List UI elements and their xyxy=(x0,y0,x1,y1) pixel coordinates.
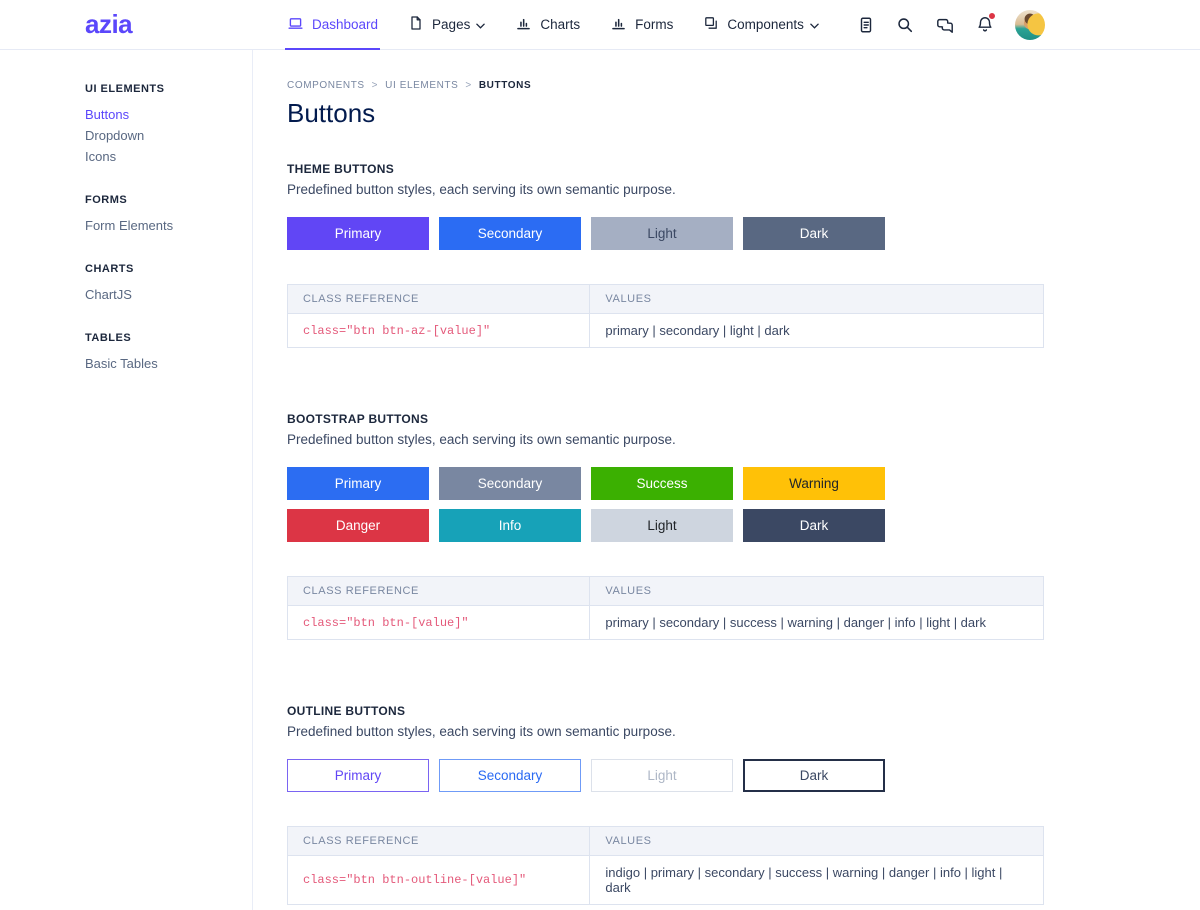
theme-primary-button[interactable]: Primary xyxy=(287,217,429,250)
bootstrap-primary-button[interactable]: Primary xyxy=(287,467,429,500)
sidebar-heading-tables: TABLES xyxy=(85,332,132,344)
theme-class-reference-table: CLASS REFERENCE VALUES class="btn btn-az… xyxy=(286,284,1044,348)
nav-item-forms[interactable]: Forms xyxy=(610,0,673,49)
sidebar-heading-forms: FORMS xyxy=(85,194,128,206)
sidebar-item-icons[interactable]: Icons xyxy=(85,149,117,164)
outline-class-reference-table: CLASS REFERENCE VALUES class="btn btn-ou… xyxy=(286,826,1044,905)
theme-button-row: Primary Secondary Light Dark xyxy=(287,217,888,250)
table-header-values: VALUES xyxy=(589,576,1044,606)
table-header-class-reference: CLASS REFERENCE xyxy=(286,826,591,856)
bootstrap-secondary-button[interactable]: Secondary xyxy=(439,467,581,500)
bootstrap-class-reference-table: CLASS REFERENCE VALUES class="btn btn-[v… xyxy=(286,576,1044,640)
bootstrap-dark-button[interactable]: Dark xyxy=(743,509,885,542)
nav-item-label: Forms xyxy=(635,17,674,32)
breadcrumb-ui-elements[interactable]: UI ELEMENTS xyxy=(385,80,459,91)
breadcrumb: COMPONENTS > UI ELEMENTS > BUTTONS xyxy=(287,80,1044,91)
chevron-down-icon xyxy=(476,17,486,32)
dashboard-icon xyxy=(287,15,304,35)
bootstrap-info-button[interactable]: Info xyxy=(439,509,581,542)
navbar-actions xyxy=(857,0,1045,49)
sidebar-item-chartjs[interactable]: ChartJS xyxy=(85,287,132,302)
sidebar-item-dropdown[interactable]: Dropdown xyxy=(85,128,145,143)
breadcrumb-components[interactable]: COMPONENTS xyxy=(287,80,365,91)
bootstrap-warning-button[interactable]: Warning xyxy=(743,467,885,500)
values-cell: primary | secondary | success | warning … xyxy=(589,605,1044,640)
brand-logo[interactable]: azia xyxy=(85,9,133,39)
notification-badge xyxy=(988,12,996,20)
components-icon xyxy=(703,15,719,34)
table-header-values: VALUES xyxy=(589,826,1044,856)
table-header-class-reference: CLASS REFERENCE xyxy=(286,576,591,606)
table-header-values: VALUES xyxy=(589,284,1044,314)
outline-light-button[interactable]: Light xyxy=(591,759,733,792)
breadcrumb-separator: > xyxy=(465,80,472,91)
outline-secondary-button[interactable]: Secondary xyxy=(439,759,581,792)
section-heading: OUTLINE BUTTONS xyxy=(287,704,406,718)
bootstrap-danger-button[interactable]: Danger xyxy=(287,509,429,542)
content-area: COMPONENTS > UI ELEMENTS > BUTTONS Butto… xyxy=(253,50,1200,910)
nav-item-label: Components xyxy=(727,17,804,32)
section-description: Predefined button styles, each serving i… xyxy=(287,182,676,197)
sidebar: UI ELEMENTS Buttons Dropdown Icons FORMS… xyxy=(0,50,253,910)
sidebar-heading-ui-elements: UI ELEMENTS xyxy=(85,83,165,95)
sidebar-heading-charts: CHARTS xyxy=(85,263,134,275)
outline-button-row: Primary Secondary Light Dark xyxy=(287,759,888,792)
sidebar-item-form-elements[interactable]: Form Elements xyxy=(85,218,174,233)
main-nav: Dashboard Pages Charts Forms xyxy=(284,0,819,50)
section-description: Predefined button styles, each serving i… xyxy=(287,724,676,739)
breadcrumb-buttons: BUTTONS xyxy=(478,80,532,91)
section-description: Predefined button styles, each serving i… xyxy=(287,432,676,447)
sidebar-item-buttons[interactable]: Buttons xyxy=(85,107,130,122)
table-row: class="btn btn-az-[value]" primary | sec… xyxy=(286,313,1044,348)
theme-light-button[interactable]: Light xyxy=(591,217,733,250)
values-cell: indigo | primary | secondary | success |… xyxy=(589,855,1044,905)
class-reference-code: class="btn btn-outline-[value]" xyxy=(286,855,591,905)
bootstrap-success-button[interactable]: Success xyxy=(591,467,733,500)
charts-icon xyxy=(515,15,532,35)
nav-item-label: Pages xyxy=(432,17,471,32)
section-bootstrap-buttons: BOOTSTRAP BUTTONS Predefined button styl… xyxy=(286,412,1044,640)
sidebar-item-basic-tables[interactable]: Basic Tables xyxy=(85,356,158,371)
chevron-down-icon xyxy=(810,17,819,32)
nav-item-charts[interactable]: Charts xyxy=(515,0,580,49)
section-heading: BOOTSTRAP BUTTONS xyxy=(287,412,429,426)
table-header-class-reference: CLASS REFERENCE xyxy=(286,284,591,314)
file-icon[interactable] xyxy=(857,16,875,34)
nav-item-label: Charts xyxy=(540,17,581,32)
forms-icon xyxy=(610,15,627,35)
table-row: class="btn btn-[value]" primary | second… xyxy=(286,605,1044,640)
section-heading: THEME BUTTONS xyxy=(287,162,395,176)
theme-secondary-button[interactable]: Secondary xyxy=(439,217,581,250)
search-icon[interactable] xyxy=(896,16,914,34)
avatar[interactable] xyxy=(1015,9,1045,40)
messages-icon[interactable] xyxy=(935,16,955,34)
values-cell: primary | secondary | light | dark xyxy=(589,313,1044,348)
page-title: Buttons xyxy=(287,98,376,128)
table-row: class="btn btn-outline-[value]" indigo |… xyxy=(286,855,1044,905)
class-reference-code: class="btn btn-az-[value]" xyxy=(286,313,591,348)
top-navbar: azia Dashboard Pages Charts xyxy=(0,0,1200,50)
nav-item-pages[interactable]: Pages xyxy=(408,0,486,49)
bootstrap-light-button[interactable]: Light xyxy=(591,509,733,542)
outline-primary-button[interactable]: Primary xyxy=(287,759,429,792)
nav-item-label: Dashboard xyxy=(312,17,379,32)
theme-dark-button[interactable]: Dark xyxy=(743,217,885,250)
outline-dark-button[interactable]: Dark xyxy=(743,759,885,792)
nav-item-dashboard[interactable]: Dashboard xyxy=(284,0,381,50)
notifications-icon[interactable] xyxy=(976,12,996,34)
bootstrap-button-row: Primary Secondary Success Warning Danger… xyxy=(287,467,888,542)
pages-icon xyxy=(408,15,424,34)
section-theme-buttons: THEME BUTTONS Predefined button styles, … xyxy=(286,162,1044,348)
nav-item-components[interactable]: Components xyxy=(703,0,819,49)
breadcrumb-separator: > xyxy=(371,80,379,91)
class-reference-code: class="btn btn-[value]" xyxy=(286,605,591,640)
section-outline-buttons: OUTLINE BUTTONS Predefined button styles… xyxy=(286,704,1044,905)
